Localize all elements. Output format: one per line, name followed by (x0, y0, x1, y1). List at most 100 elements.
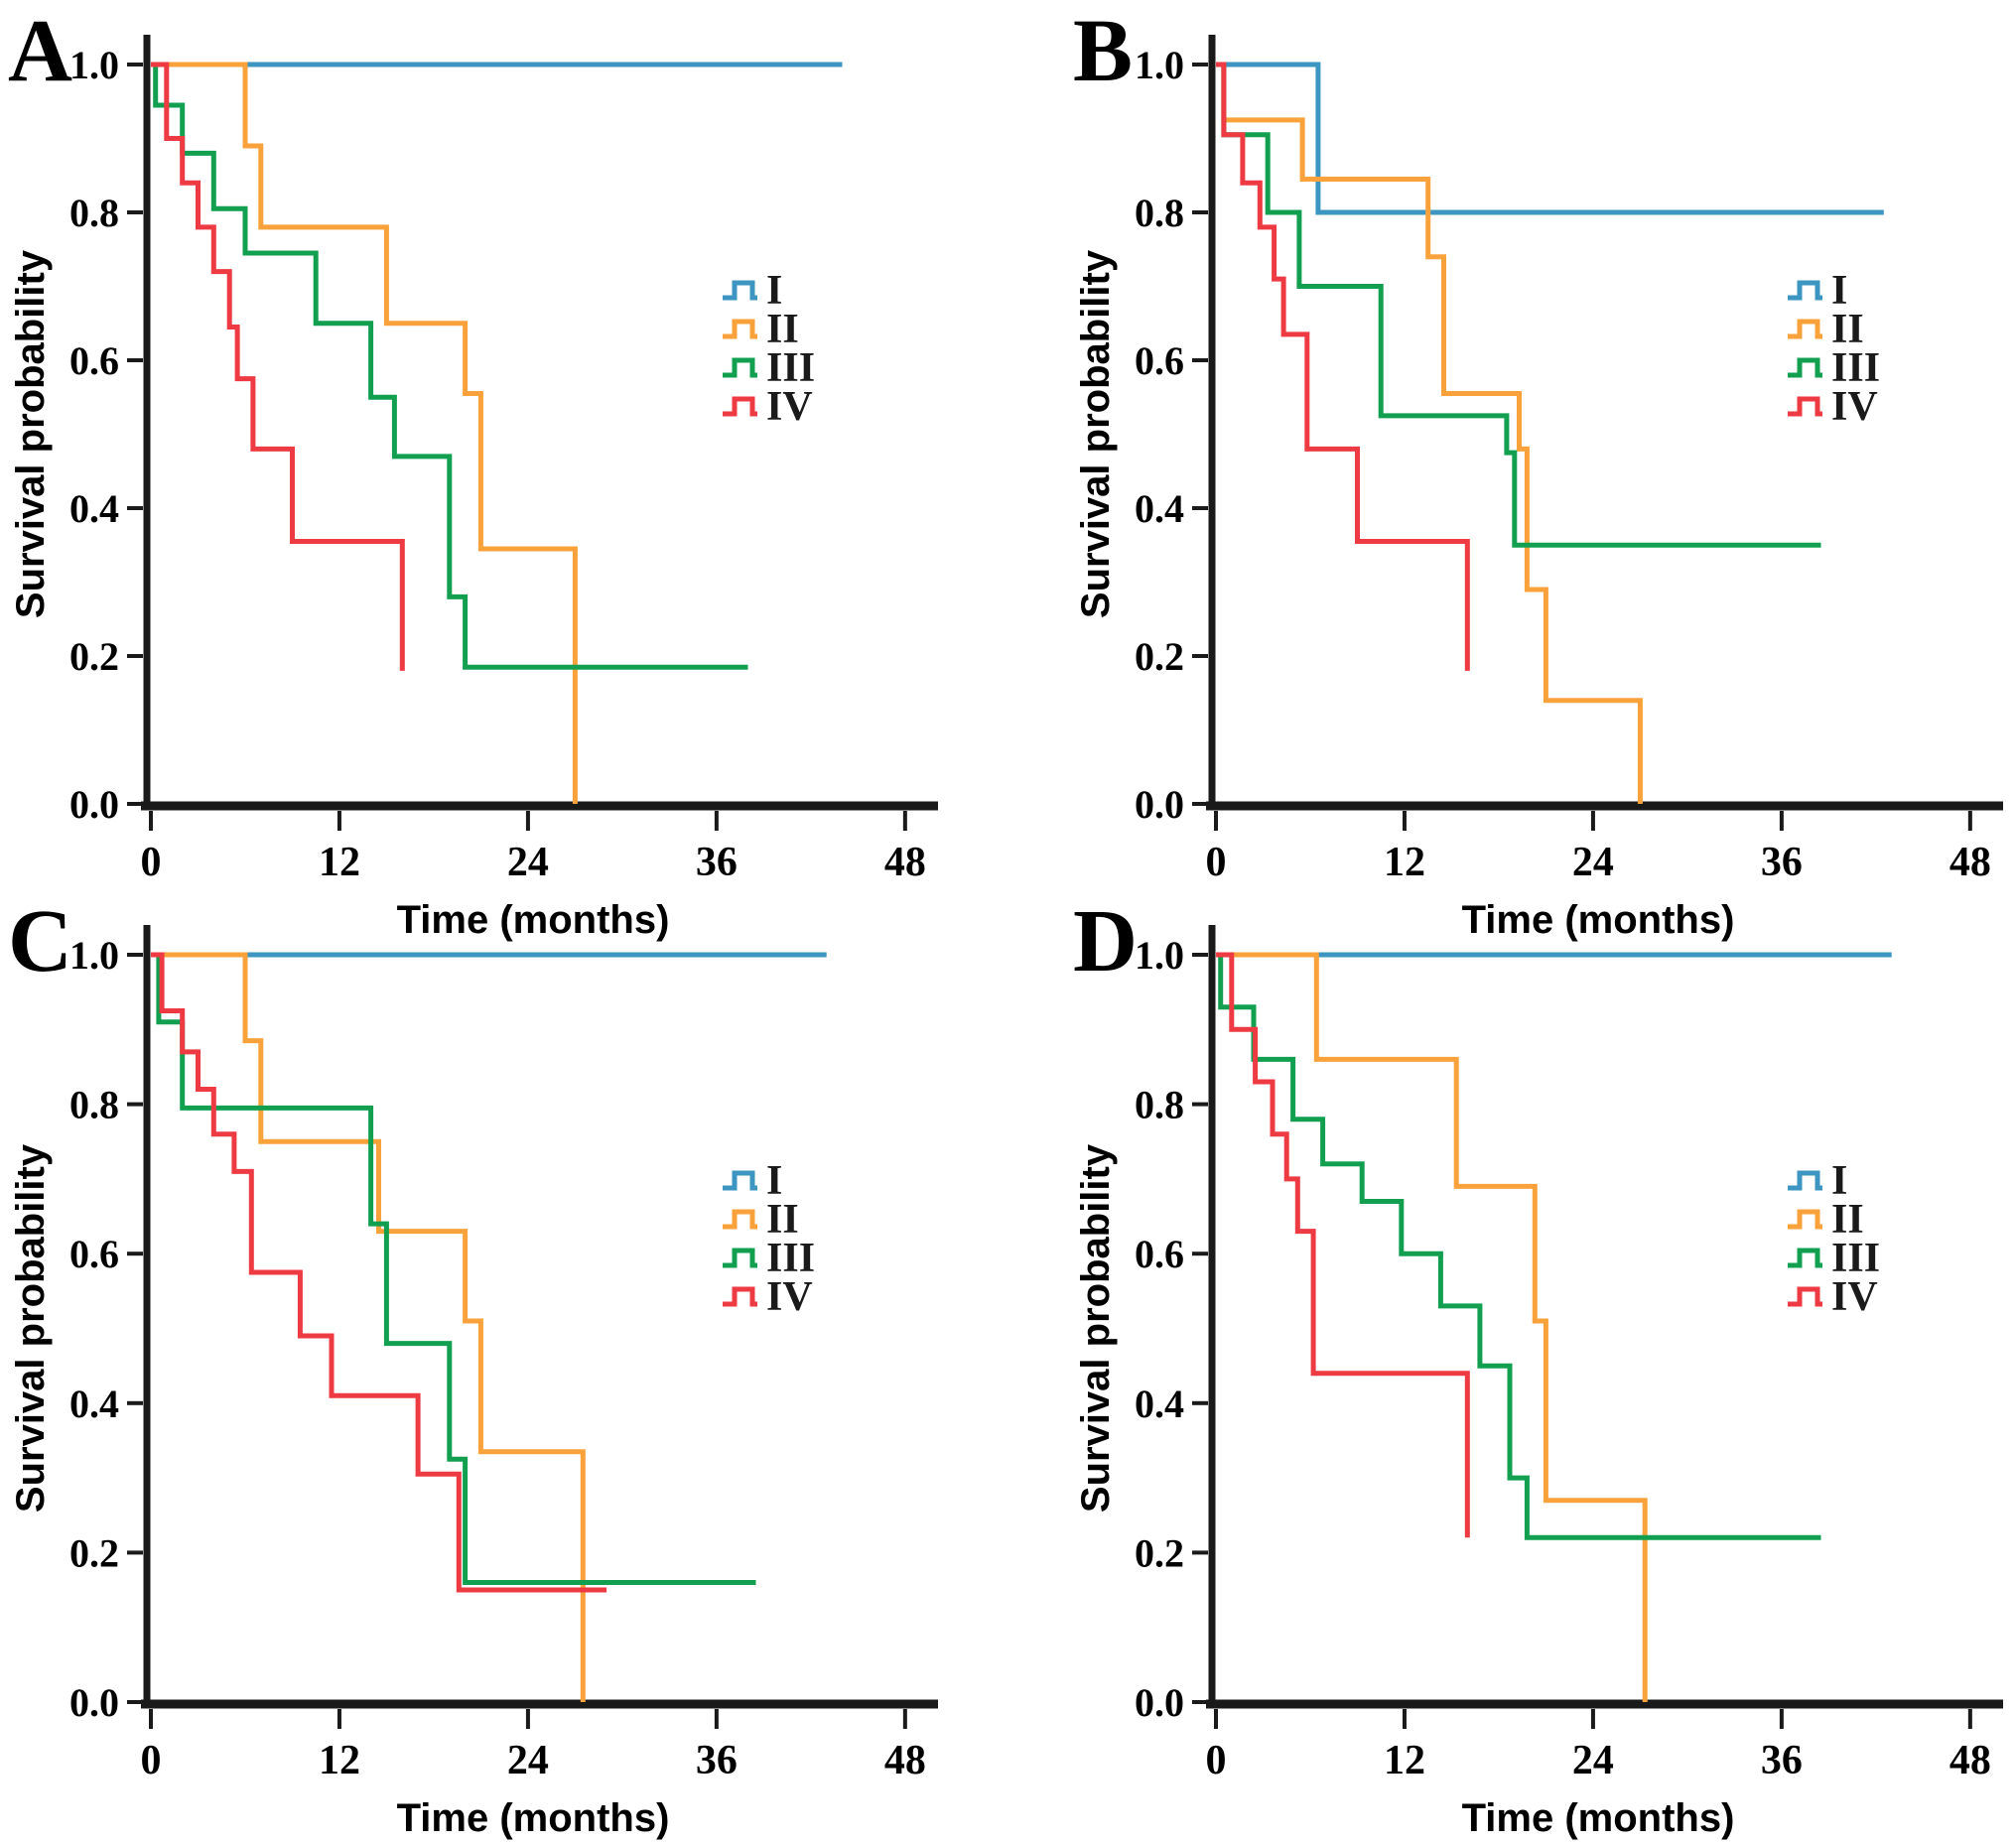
y-tick-label-d: 0.4 (1135, 1382, 1184, 1426)
y-tick-label-d: 0.2 (1135, 1530, 1184, 1575)
legend-swatch-iv-d-icon (1788, 1286, 1822, 1307)
panel-label-d: D (1073, 892, 1138, 990)
x-tick-label-c: 12 (319, 1738, 360, 1783)
y-tick-label-a: 0.8 (69, 191, 119, 235)
x-tick-label-d: 48 (1949, 1738, 1991, 1783)
legend-swatch-ii-c-icon (723, 1209, 757, 1230)
x-tick-label-d: 24 (1572, 1738, 1614, 1783)
x-axis-title-d: Time (months) (1462, 1796, 1735, 1840)
y-tick-label-c: 0.6 (69, 1232, 119, 1276)
legend-label-i-b: I (1831, 268, 1847, 314)
y-tick-label-d: 0.0 (1135, 1680, 1184, 1725)
y-tick-label-b: 0.0 (1135, 782, 1184, 827)
y-tick-label-b: 0.8 (1135, 191, 1184, 235)
legend-label-iv-c: IV (766, 1274, 813, 1320)
survival-curve-iii-b (1216, 62, 1821, 548)
legend-label-iii-d: III (1831, 1236, 1880, 1281)
y-tick-label-c: 0.2 (69, 1530, 119, 1575)
legend-swatch-iii-d-icon (1788, 1248, 1822, 1268)
legend-swatch-ii-a-icon (723, 319, 757, 339)
legend-label-iv-b: IV (1831, 384, 1878, 430)
y-tick-label-a: 1.0 (69, 43, 119, 87)
legend-swatch-iii-b-icon (1788, 357, 1822, 378)
x-tick-label-a: 12 (319, 840, 360, 885)
x-tick-label-d: 12 (1384, 1738, 1425, 1783)
legend-swatch-i-b-icon (1788, 280, 1822, 301)
x-tick-label-b: 12 (1384, 840, 1425, 885)
x-tick-label-b: 36 (1761, 840, 1803, 885)
legend-label-iii-c: III (766, 1236, 815, 1281)
y-axis-title-c: Survival probability (9, 1143, 53, 1513)
legend-label-ii-a: II (766, 307, 799, 352)
x-axis-title-b: Time (months) (1462, 898, 1735, 942)
y-axis-title-a: Survival probability (9, 249, 53, 618)
x-tick-label-c: 24 (507, 1738, 549, 1783)
legend-swatch-iii-c-icon (723, 1248, 757, 1268)
y-tick-label-a: 0.4 (69, 486, 119, 531)
x-axis-title-a: Time (months) (397, 898, 670, 942)
legend-label-ii-d: II (1831, 1197, 1864, 1243)
y-tick-label-c: 0.4 (69, 1382, 119, 1426)
panel-label-c: C (8, 892, 72, 990)
legend-label-iii-b: III (1831, 345, 1880, 391)
survival-curve-ii-d (1216, 952, 1648, 1702)
y-tick-label-d: 0.6 (1135, 1232, 1184, 1276)
y-tick-label-b: 0.4 (1135, 486, 1184, 531)
y-tick-label-c: 0.0 (69, 1680, 119, 1725)
x-tick-label-a: 36 (696, 840, 738, 885)
legend-label-iii-a: III (766, 345, 815, 391)
legend-swatch-i-c-icon (723, 1170, 757, 1191)
x-tick-label-b: 48 (1949, 840, 1991, 885)
y-tick-label-a: 0.6 (69, 338, 119, 383)
y-tick-label-b: 1.0 (1135, 43, 1184, 87)
y-tick-label-b: 0.2 (1135, 634, 1184, 679)
legend-swatch-iv-b-icon (1788, 396, 1822, 417)
survival-curve-iii-a (151, 62, 748, 670)
survival-curve-iv-d (1216, 952, 1470, 1538)
legend-label-iv-a: IV (766, 384, 813, 430)
legend-label-ii-c: II (766, 1197, 799, 1243)
x-tick-label-a: 0 (141, 840, 162, 885)
y-axis-title-b: Survival probability (1074, 249, 1118, 618)
x-tick-label-a: 48 (884, 840, 926, 885)
x-axis-title-c: Time (months) (397, 1796, 670, 1840)
legend-label-i-c: I (766, 1158, 782, 1204)
panel-label-b: B (1073, 2, 1133, 100)
legend-swatch-iv-a-icon (723, 396, 757, 417)
survival-curve-iii-c (151, 952, 756, 1585)
x-tick-label-c: 0 (141, 1738, 162, 1783)
legend-label-i-d: I (1831, 1158, 1847, 1204)
y-tick-label-c: 0.8 (69, 1083, 119, 1127)
survival-curve-i-b (1216, 62, 1884, 215)
survival-curve-ii-b (1216, 62, 1643, 804)
legend-swatch-ii-b-icon (1788, 319, 1822, 339)
y-tick-label-a: 0.2 (69, 634, 119, 679)
legend-swatch-iii-a-icon (723, 357, 757, 378)
legend-swatch-i-d-icon (1788, 1170, 1822, 1191)
x-tick-label-b: 24 (1572, 840, 1614, 885)
panel-label-a: A (8, 2, 72, 100)
x-tick-label-c: 48 (884, 1738, 926, 1783)
legend-swatch-ii-d-icon (1788, 1209, 1822, 1230)
survival-curve-iii-d (1216, 952, 1821, 1540)
survival-curve-iv-c (151, 952, 607, 1593)
legend-swatch-iv-c-icon (723, 1286, 757, 1307)
x-tick-label-d: 0 (1206, 1738, 1227, 1783)
survival-curve-iv-a (151, 62, 405, 671)
survival-curve-ii-c (151, 952, 586, 1702)
legend-swatch-i-a-icon (723, 280, 757, 301)
x-tick-label-a: 24 (507, 840, 549, 885)
y-axis-title-d: Survival probability (1074, 1143, 1118, 1513)
y-tick-label-a: 0.0 (69, 782, 119, 827)
legend-label-iv-d: IV (1831, 1274, 1878, 1320)
y-tick-label-d: 1.0 (1135, 933, 1184, 978)
x-tick-label-b: 0 (1206, 840, 1227, 885)
y-tick-label-b: 0.6 (1135, 338, 1184, 383)
survival-curve-ii-a (151, 62, 578, 804)
legend-label-i-a: I (766, 268, 782, 314)
y-tick-label-c: 1.0 (69, 933, 119, 978)
legend-label-ii-b: II (1831, 307, 1864, 352)
x-tick-label-c: 36 (696, 1738, 738, 1783)
